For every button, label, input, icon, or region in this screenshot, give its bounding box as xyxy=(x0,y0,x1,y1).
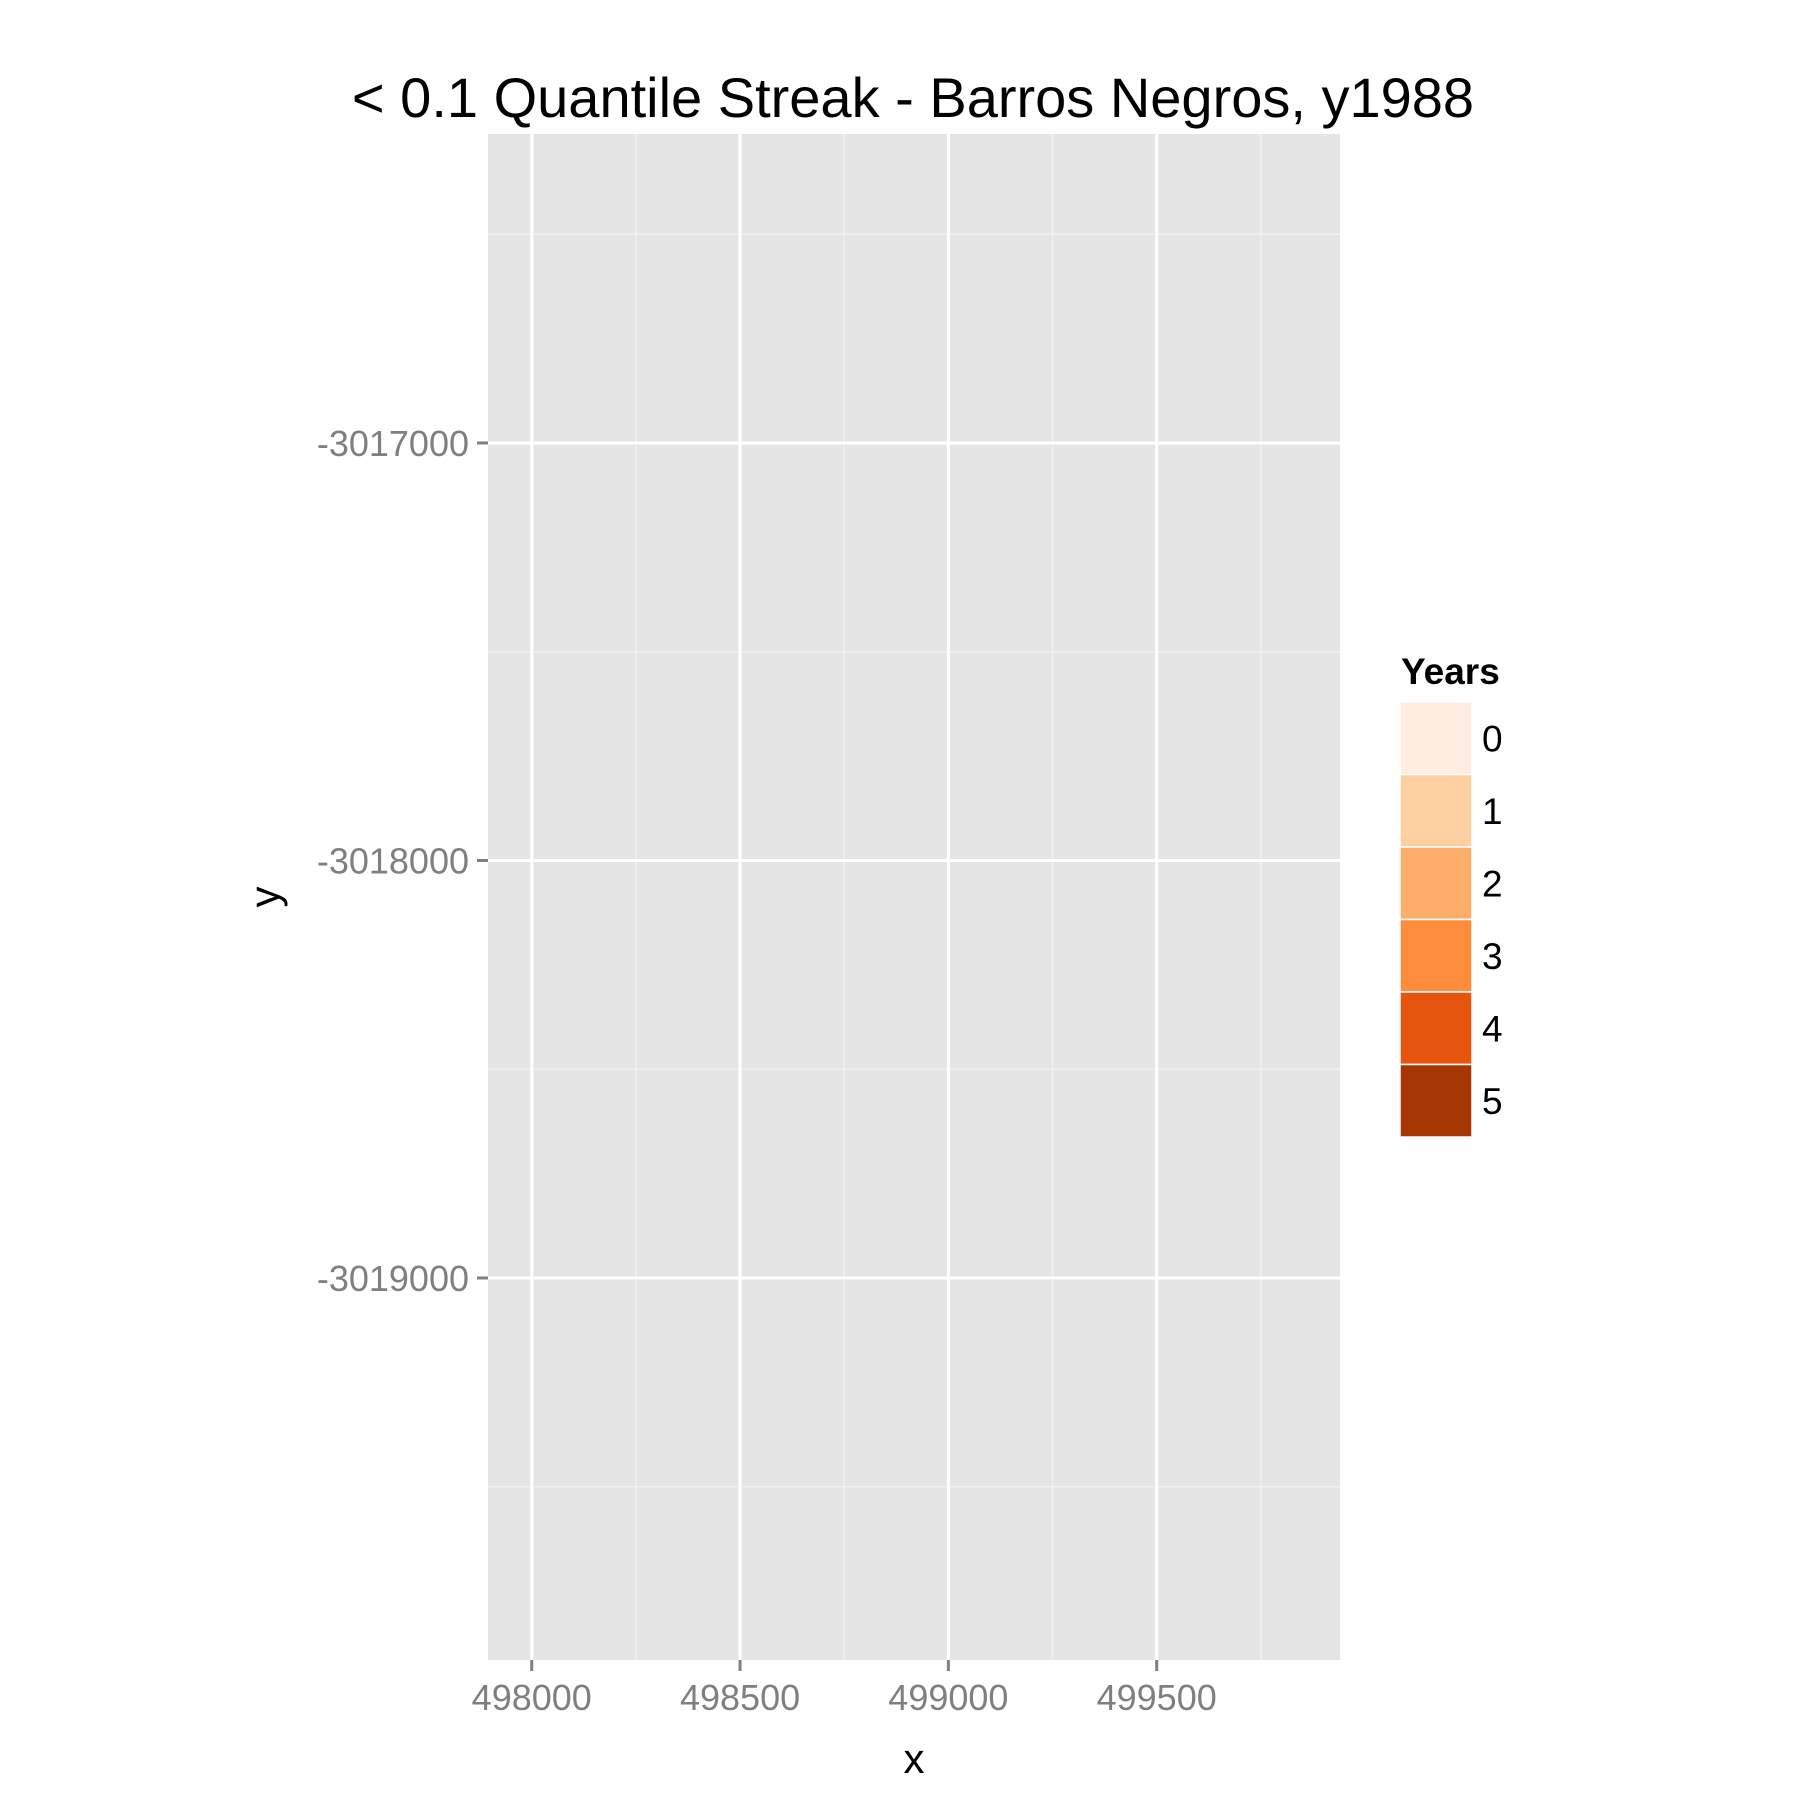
y-tick-label: -3019000 xyxy=(317,1258,469,1299)
legend-key xyxy=(1399,918,1473,993)
grid-minor xyxy=(488,134,1340,1660)
legend: Years 0 1 2 3 4 5 xyxy=(1399,651,1503,1138)
y-tick-label: -3017000 xyxy=(317,423,469,464)
legend-keys: 0 1 2 3 4 5 xyxy=(1399,701,1503,1138)
x-tick-label: 498000 xyxy=(472,1677,592,1718)
legend-key xyxy=(1399,701,1473,776)
legend-label: 2 xyxy=(1482,863,1503,904)
legend-label: 0 xyxy=(1482,718,1503,759)
x-tick-label: 499000 xyxy=(888,1677,1008,1718)
x-axis-title: x xyxy=(904,1735,925,1782)
legend-label: 5 xyxy=(1482,1081,1503,1122)
legend-key xyxy=(1399,991,1473,1066)
legend-label: 3 xyxy=(1482,936,1503,977)
y-tick-label: -3018000 xyxy=(317,840,469,881)
legend-label: 4 xyxy=(1482,1008,1503,1049)
y-axis-title: y xyxy=(241,887,288,908)
grid-major xyxy=(488,134,1340,1660)
legend-key xyxy=(1399,773,1473,848)
x-tick-label: 498500 xyxy=(680,1677,800,1718)
x-axis: 498000 498500 499000 499500 xyxy=(472,1660,1217,1718)
legend-label: 1 xyxy=(1482,791,1503,832)
x-tick-label: 499500 xyxy=(1097,1677,1217,1718)
chart-title: < 0.1 Quantile Streak - Barros Negros, y… xyxy=(352,66,1474,129)
plot-panel xyxy=(488,134,1340,1660)
legend-title: Years xyxy=(1401,651,1500,692)
y-axis: -3017000 -3018000 -3019000 xyxy=(317,423,488,1299)
legend-key xyxy=(1399,1063,1473,1138)
legend-key xyxy=(1399,846,1473,921)
